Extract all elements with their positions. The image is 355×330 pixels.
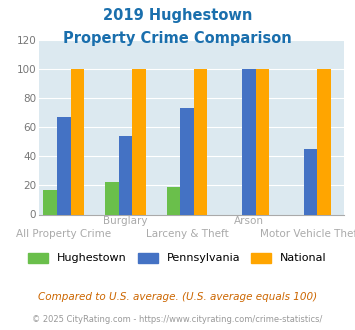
Text: Arson: Arson xyxy=(234,216,264,226)
Text: Compared to U.S. average. (U.S. average equals 100): Compared to U.S. average. (U.S. average … xyxy=(38,292,317,302)
Bar xyxy=(57,117,71,214)
Text: Motor Vehicle Theft: Motor Vehicle Theft xyxy=(260,229,355,239)
Bar xyxy=(256,69,269,214)
Bar xyxy=(71,69,84,214)
Text: © 2025 CityRating.com - https://www.cityrating.com/crime-statistics/: © 2025 CityRating.com - https://www.city… xyxy=(32,315,323,324)
Bar xyxy=(132,69,146,214)
Bar xyxy=(242,69,256,214)
Bar xyxy=(317,69,331,214)
Bar xyxy=(43,190,57,214)
Bar xyxy=(304,149,317,214)
Bar xyxy=(194,69,207,214)
Text: All Property Crime: All Property Crime xyxy=(16,229,111,239)
Text: 2019 Hughestown: 2019 Hughestown xyxy=(103,8,252,23)
Legend: Hughestown, Pennsylvania, National: Hughestown, Pennsylvania, National xyxy=(28,253,327,263)
Text: Property Crime Comparison: Property Crime Comparison xyxy=(63,31,292,46)
Bar xyxy=(180,108,194,214)
Bar xyxy=(105,182,119,214)
Text: Larceny & Theft: Larceny & Theft xyxy=(146,229,229,239)
Text: Burglary: Burglary xyxy=(103,216,148,226)
Bar xyxy=(167,187,180,214)
Bar xyxy=(119,136,132,214)
